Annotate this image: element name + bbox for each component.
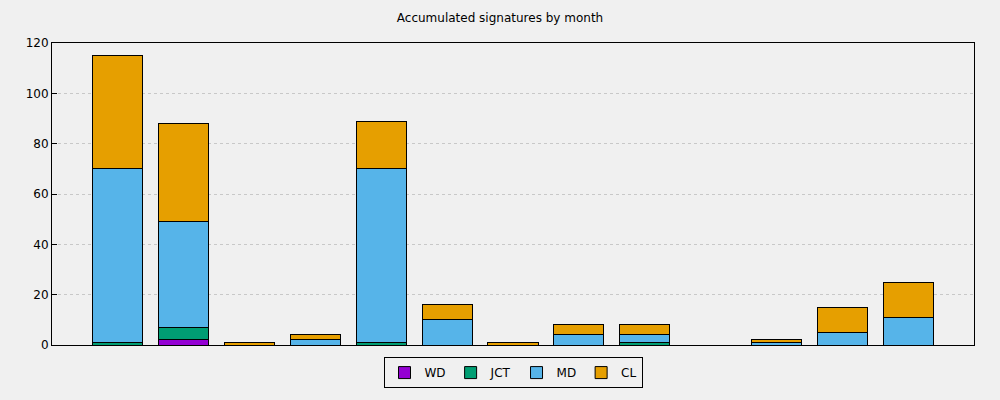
svg-text:100: 100 [26,87,49,101]
svg-text:CL: CL [621,366,636,380]
svg-text:120: 120 [26,36,49,50]
svg-text:0: 0 [41,338,49,352]
svg-text:MD: MD [557,366,577,380]
svg-text:JCT: JCT [490,366,511,380]
svg-text:60: 60 [33,187,48,201]
svg-text:20: 20 [33,288,48,302]
svg-text:80: 80 [33,137,48,151]
svg-text:WD: WD [425,366,446,380]
svg-text:40: 40 [33,238,48,252]
svg-text:Accumulated signatures by mont: Accumulated signatures by month [397,11,603,25]
